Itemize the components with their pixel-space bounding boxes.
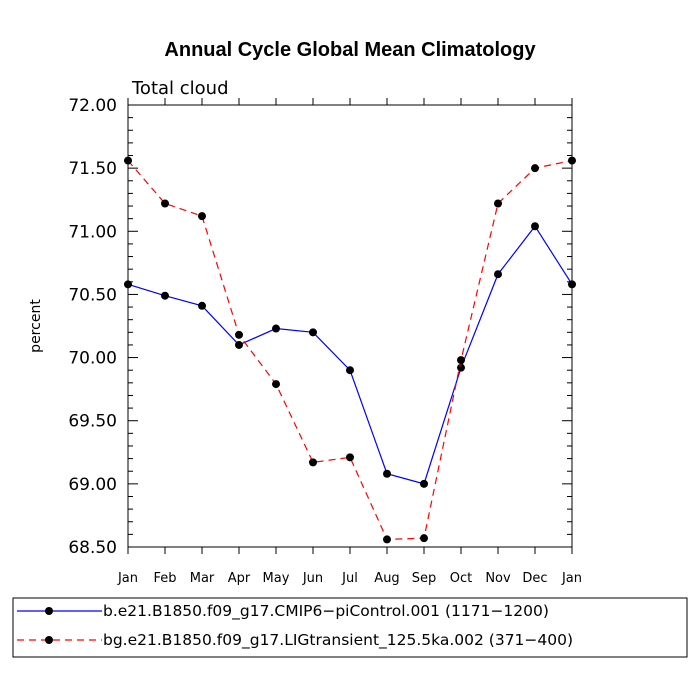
y-tick-label: 69.00 bbox=[68, 475, 117, 495]
series-line-2 bbox=[127, 159, 573, 541]
y-axis-label: percent bbox=[28, 299, 44, 353]
legend: b.e21.B1850.f09_g17.CMIP6−piControl.001 … bbox=[12, 597, 688, 658]
x-tick-label: Mar bbox=[190, 571, 215, 586]
x-tick-label: Sep bbox=[412, 571, 437, 586]
legend-marker-2 bbox=[45, 636, 53, 644]
x-tick-label: Nov bbox=[485, 571, 511, 586]
x-tick-label: Dec bbox=[522, 571, 547, 586]
x-tick-label: Jul bbox=[341, 571, 358, 586]
y-tick-label: 70.50 bbox=[68, 285, 117, 305]
x-tick-label: Aug bbox=[374, 571, 399, 586]
y-tick-label: 71.00 bbox=[68, 222, 117, 242]
x-tick-label: Jan bbox=[117, 571, 138, 586]
series-2-point bbox=[124, 156, 132, 165]
series-1-point bbox=[309, 328, 317, 337]
series-2-point bbox=[346, 453, 354, 462]
series-2-point bbox=[531, 164, 539, 173]
x-tick-label: Jun bbox=[302, 571, 323, 586]
y-tick-label: 72.00 bbox=[68, 96, 117, 116]
tick-marks bbox=[127, 98, 573, 554]
y-tick-label: 70.00 bbox=[68, 349, 117, 369]
series-2-point bbox=[383, 535, 391, 544]
legend-marker-1 bbox=[45, 607, 53, 615]
series-2-point bbox=[235, 330, 243, 339]
series-1-point bbox=[568, 280, 576, 289]
y-tick-label: 69.50 bbox=[68, 412, 117, 432]
series-1-point bbox=[198, 301, 206, 310]
series-1-point bbox=[272, 324, 280, 333]
series-1-point bbox=[383, 469, 391, 478]
legend-label-1: b.e21.B1850.f09_g17.CMIP6−piControl.001 … bbox=[103, 602, 549, 621]
series-2-point bbox=[309, 458, 317, 467]
series-1-point bbox=[161, 291, 169, 300]
series-1-point bbox=[124, 280, 132, 289]
series-group bbox=[124, 156, 576, 544]
y-tick-label: 71.50 bbox=[68, 159, 117, 179]
x-tick-label: Jan bbox=[561, 571, 582, 586]
series-2-point bbox=[161, 199, 169, 208]
series-2-point bbox=[272, 380, 280, 389]
series-2-point bbox=[568, 156, 576, 165]
series-1-point bbox=[420, 479, 428, 488]
series-1-point bbox=[494, 270, 502, 279]
series-1-point bbox=[531, 222, 539, 231]
x-tick-label: Apr bbox=[228, 571, 251, 586]
x-tick-label: Feb bbox=[153, 571, 176, 586]
series-2-point bbox=[420, 534, 428, 543]
series-2-point bbox=[198, 212, 206, 221]
y-tick-label: 68.50 bbox=[68, 538, 117, 558]
x-tick-label: May bbox=[263, 571, 290, 586]
x-tick-label: Oct bbox=[450, 571, 472, 586]
series-1-point bbox=[457, 363, 465, 372]
y-tick-labels: 68.50 69.00 69.50 70.00 70.50 71.00 71.50 72.00 bbox=[68, 96, 117, 558]
chart-title: Annual Cycle Global Mean Climatology bbox=[164, 39, 536, 61]
chart-subtitle: Total cloud bbox=[131, 78, 229, 99]
series-2-point bbox=[494, 199, 502, 208]
x-tick-labels: Jan Feb Mar Apr May Jun Jul Aug Sep Oct Nov Dec Jan bbox=[117, 571, 582, 586]
legend-label-2: bg.e21.B1850.f09_g17.LIGtransient_125.5k… bbox=[103, 631, 573, 650]
series-1-point bbox=[235, 340, 243, 349]
series-1-point bbox=[346, 366, 354, 375]
legend-box bbox=[12, 597, 688, 658]
series-line-1 bbox=[127, 225, 573, 485]
plot-frame bbox=[127, 104, 573, 548]
series-2-point bbox=[457, 356, 465, 365]
